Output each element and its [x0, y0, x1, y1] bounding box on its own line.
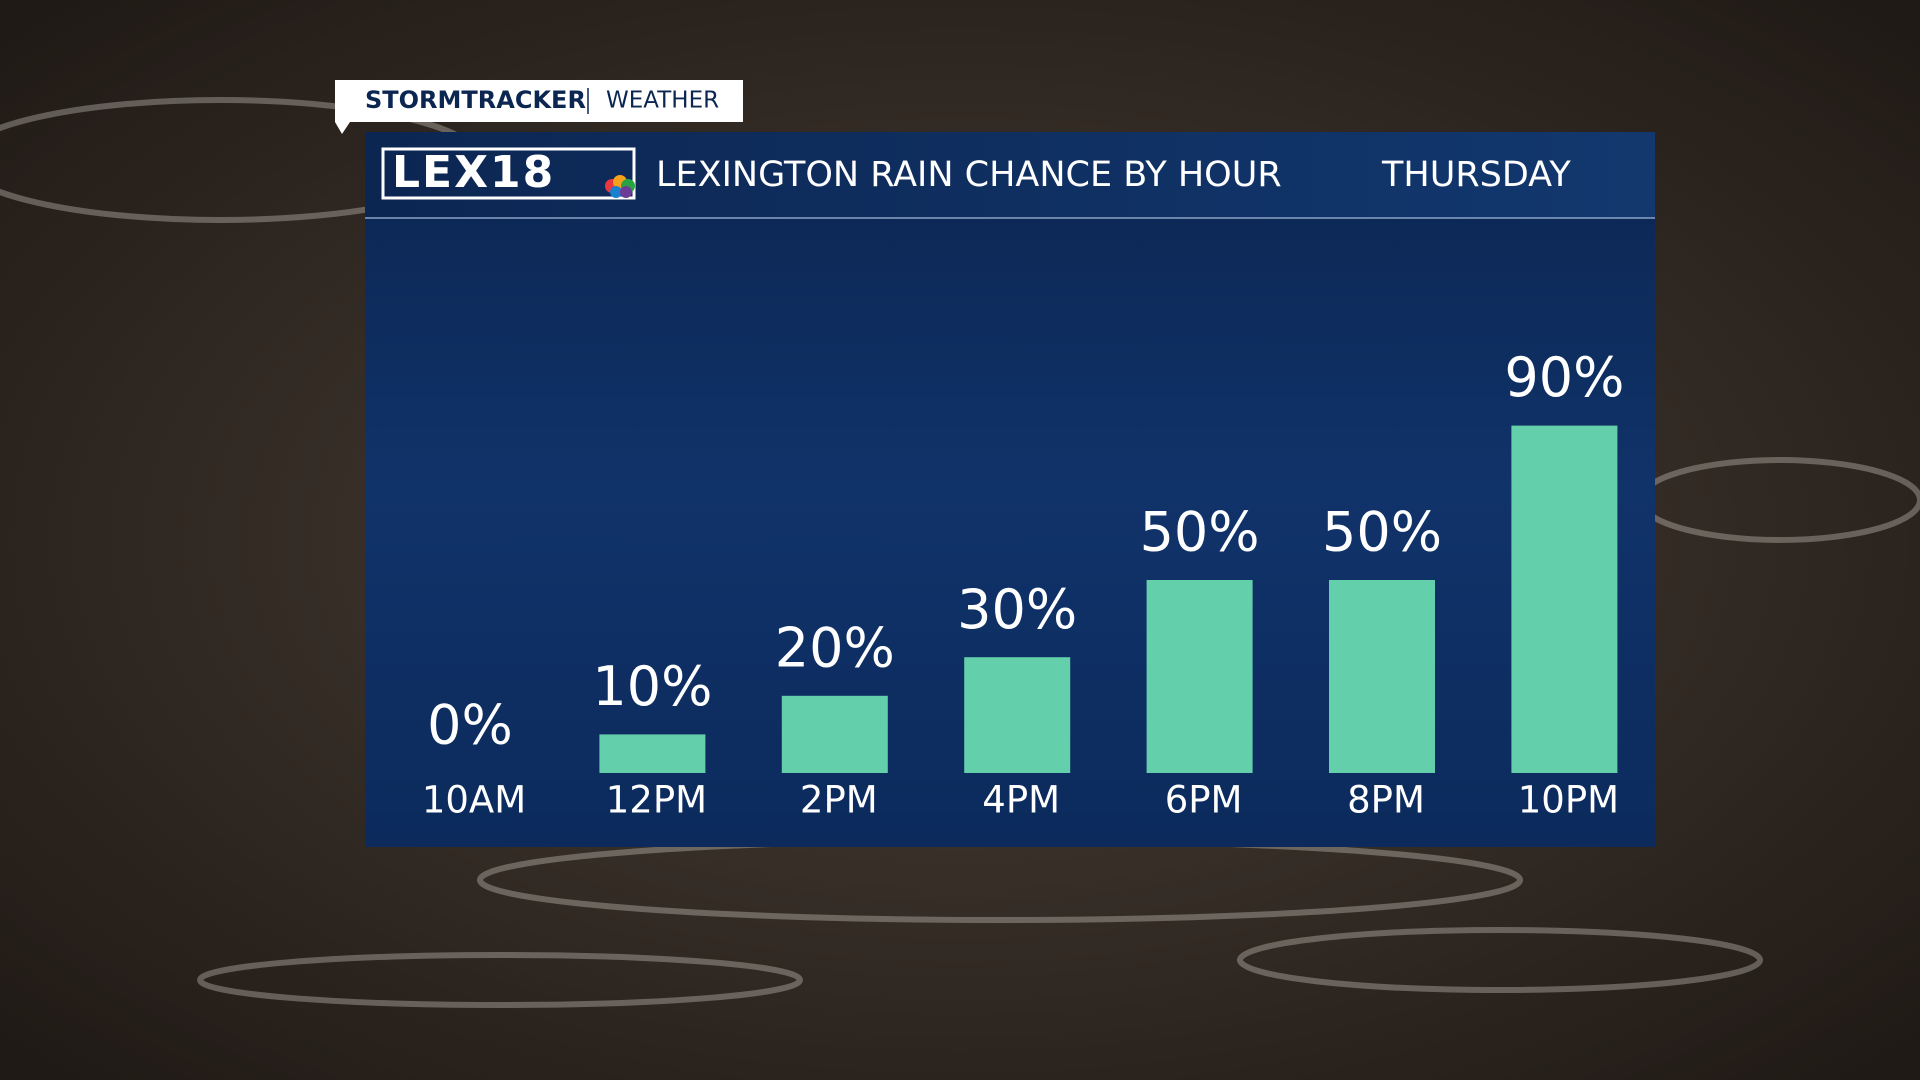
- header: [365, 132, 1655, 218]
- x-tick-label: 12PM: [606, 779, 707, 822]
- value-label: 0%: [427, 694, 513, 757]
- value-label: 90%: [1504, 346, 1624, 409]
- x-tick-label: 8PM: [1347, 779, 1425, 822]
- logo-box: [381, 147, 636, 200]
- x-tick-label: 10PM: [1518, 779, 1619, 822]
- value-label: 20%: [775, 616, 895, 679]
- chart-title: LEXINGTON RAIN CHANCE BY HOUR: [656, 155, 1282, 195]
- bar: [1511, 425, 1618, 773]
- value-label: 50%: [1322, 501, 1442, 564]
- bar: [964, 657, 1071, 773]
- x-tick-label: 10AM: [422, 779, 526, 822]
- bar: [599, 734, 706, 773]
- bar: [1146, 580, 1253, 773]
- bar: [781, 695, 888, 773]
- tag-box: [335, 80, 743, 134]
- chart-subtitle: THURSDAY: [1381, 155, 1571, 195]
- value-label: 50%: [1140, 501, 1260, 564]
- logo-text: LEX18: [392, 147, 555, 198]
- x-tick-label: 2PM: [800, 779, 878, 822]
- value-label: 30%: [957, 578, 1077, 641]
- x-tick-label: 6PM: [1165, 779, 1243, 822]
- value-label: 10%: [592, 655, 712, 718]
- tag-text: STORMTRACKER: [365, 86, 586, 114]
- x-tick-label: 4PM: [982, 779, 1060, 822]
- tag-section: WEATHER: [606, 88, 719, 114]
- logo-peacock: [605, 175, 635, 198]
- bar: [1329, 580, 1435, 773]
